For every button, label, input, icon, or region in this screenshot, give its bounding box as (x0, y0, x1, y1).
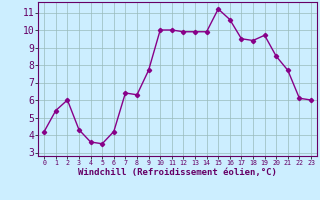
X-axis label: Windchill (Refroidissement éolien,°C): Windchill (Refroidissement éolien,°C) (78, 168, 277, 177)
